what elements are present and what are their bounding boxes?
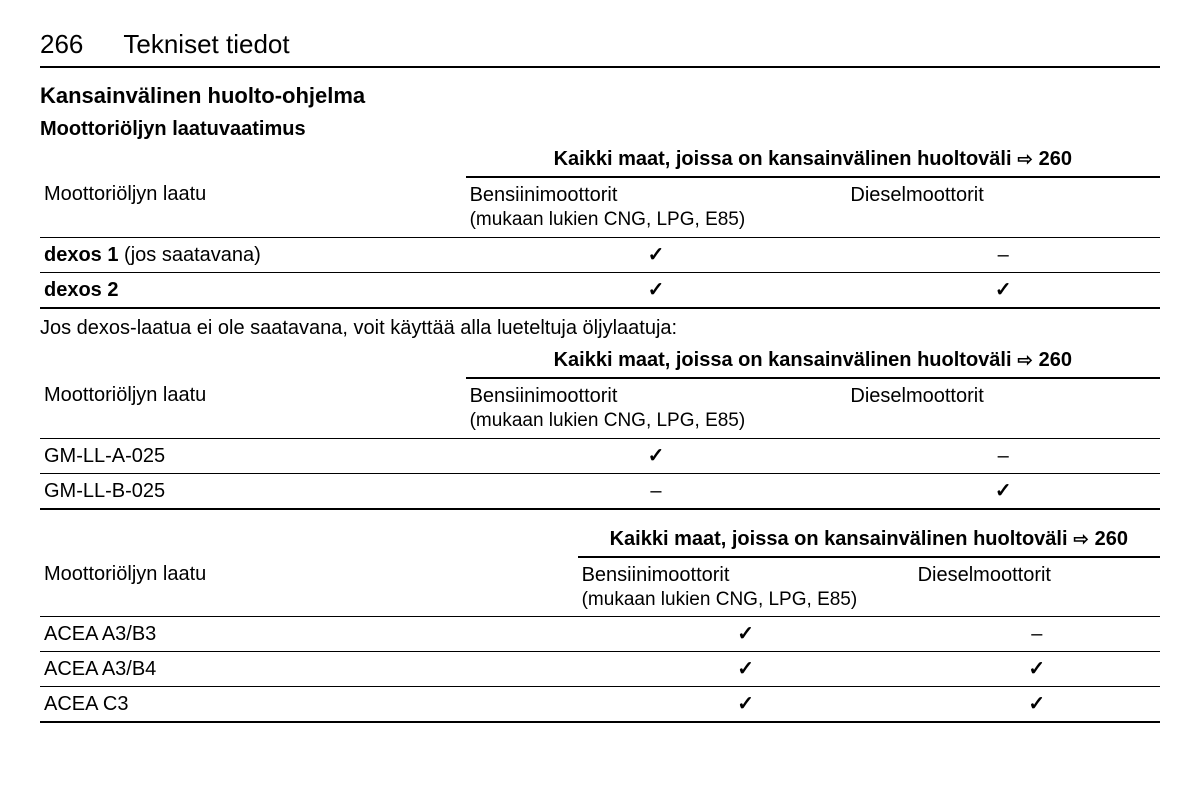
table-gm: Kaikki maat, joissa on kansainvälinen hu…	[40, 345, 1160, 510]
col-quality: Moottoriöljyn laatu	[40, 177, 466, 237]
check-icon: ✓	[466, 273, 847, 309]
dash-icon: –	[846, 238, 1160, 273]
table-row: ACEA A3/B3 ✓ –	[40, 617, 1160, 652]
table-row: GM-LL-B-025 – ✓	[40, 473, 1160, 509]
col-diesel: Dieselmoottorit	[846, 378, 1160, 438]
col-quality: Moottoriöljyn laatu	[40, 378, 466, 438]
col-diesel: Dieselmoottorit	[914, 557, 1160, 617]
table-caption: Kaikki maat, joissa on kansainvälinen hu…	[578, 524, 1160, 557]
table-caption: Kaikki maat, joissa on kansainvälinen hu…	[466, 345, 1160, 378]
check-icon: ✓	[914, 652, 1160, 687]
check-icon: ✓	[578, 652, 914, 687]
table-row: dexos 1 (jos saatavana) ✓ –	[40, 238, 1160, 273]
caption-ref: 260	[1095, 526, 1128, 552]
note-text: Jos dexos-laatua ei ole saatavana, voit …	[40, 315, 1160, 341]
caption-text: Kaikki maat, joissa on kansainvälinen hu…	[610, 526, 1068, 552]
table-acea: Kaikki maat, joissa on kansainvälinen hu…	[40, 524, 1160, 724]
check-icon: ✓	[578, 687, 914, 723]
col-quality: Moottoriöljyn laatu	[40, 557, 578, 617]
dash-icon: –	[914, 617, 1160, 652]
check-icon: ✓	[846, 273, 1160, 309]
caption-ref: 260	[1039, 347, 1072, 373]
check-icon: ✓	[578, 617, 914, 652]
section-title: Kansainvälinen huolto-ohjelma	[40, 82, 1160, 111]
dash-icon: –	[466, 473, 847, 509]
chapter-title: Tekniset tiedot	[123, 28, 289, 62]
check-icon: ✓	[914, 687, 1160, 723]
table-row: ACEA C3 ✓ ✓	[40, 687, 1160, 723]
caption-ref: 260	[1039, 146, 1072, 172]
table-dexos: Kaikki maat, joissa on kansainvälinen hu…	[40, 144, 1160, 309]
page-ref-arrow-icon: ⇨	[1074, 530, 1089, 548]
col-petrol: Bensiinimoottorit (mukaan lukien CNG, LP…	[466, 378, 847, 438]
col-petrol: Bensiinimoottorit (mukaan lukien CNG, LP…	[466, 177, 847, 237]
table-row: ACEA A3/B4 ✓ ✓	[40, 652, 1160, 687]
page-number: 266	[40, 28, 83, 62]
table-row: dexos 2 ✓ ✓	[40, 273, 1160, 309]
check-icon: ✓	[846, 473, 1160, 509]
dash-icon: –	[846, 438, 1160, 473]
check-icon: ✓	[466, 438, 847, 473]
subsection-title: Moottoriöljyn laatuvaatimus	[40, 116, 1160, 142]
table-row: GM-LL-A-025 ✓ –	[40, 438, 1160, 473]
page-header: 266 Tekniset tiedot	[40, 28, 1160, 68]
col-diesel: Dieselmoottorit	[846, 177, 1160, 237]
check-icon: ✓	[466, 238, 847, 273]
caption-text: Kaikki maat, joissa on kansainvälinen hu…	[554, 347, 1012, 373]
page-ref-arrow-icon: ⇨	[1018, 150, 1033, 168]
table-caption: Kaikki maat, joissa on kansainvälinen hu…	[466, 144, 1160, 177]
page-ref-arrow-icon: ⇨	[1018, 351, 1033, 369]
caption-text: Kaikki maat, joissa on kansainvälinen hu…	[554, 146, 1012, 172]
col-petrol: Bensiinimoottorit (mukaan lukien CNG, LP…	[578, 557, 914, 617]
